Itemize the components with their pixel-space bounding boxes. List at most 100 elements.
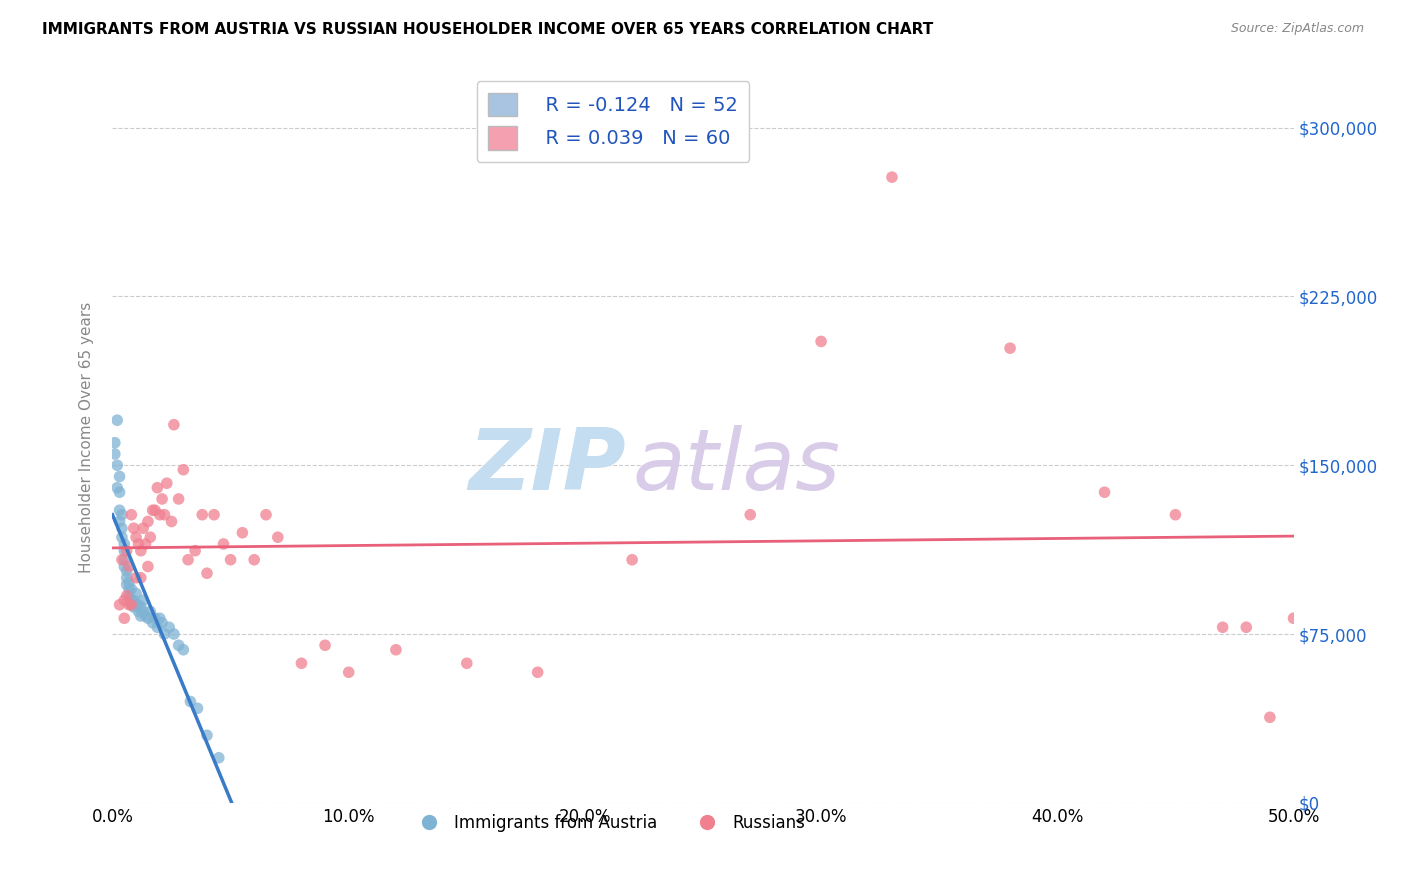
Point: [456, 657, 478, 671]
Point: [1234, 620, 1257, 634]
Point: [136, 611, 159, 625]
Point: [212, 537, 235, 551]
Point: [337, 665, 360, 680]
Legend: Immigrants from Austria, Russians: Immigrants from Austria, Russians: [405, 807, 811, 838]
Y-axis label: Householder Income Over 65 years: Householder Income Over 65 years: [79, 301, 94, 573]
Point: [142, 503, 165, 517]
Point: [142, 615, 165, 630]
Point: [143, 611, 166, 625]
Point: [115, 571, 138, 585]
Point: [120, 593, 142, 607]
Point: [120, 582, 142, 596]
Point: [202, 508, 225, 522]
Point: [179, 694, 201, 708]
Point: [195, 728, 218, 742]
Point: [135, 609, 157, 624]
Point: [115, 589, 138, 603]
Point: [132, 593, 155, 607]
Point: [526, 665, 548, 680]
Point: [125, 586, 148, 600]
Point: [122, 521, 145, 535]
Point: [167, 638, 190, 652]
Point: [177, 553, 200, 567]
Point: [231, 525, 253, 540]
Point: [120, 598, 142, 612]
Point: [125, 598, 148, 612]
Point: [149, 611, 172, 625]
Point: [156, 476, 179, 491]
Point: [115, 564, 138, 578]
Point: [108, 469, 131, 483]
Point: [132, 521, 155, 535]
Point: [118, 582, 141, 596]
Point: [163, 417, 186, 432]
Point: [112, 593, 135, 607]
Point: [157, 620, 180, 634]
Point: [122, 599, 145, 614]
Point: [139, 605, 162, 619]
Point: [150, 615, 173, 630]
Text: IMMIGRANTS FROM AUSTRIA VS RUSSIAN HOUSEHOLDER INCOME OVER 65 YEARS CORRELATION : IMMIGRANTS FROM AUSTRIA VS RUSSIAN HOUSE…: [42, 22, 934, 37]
Point: [105, 413, 128, 427]
Point: [105, 481, 128, 495]
Point: [132, 605, 155, 619]
Point: [112, 559, 135, 574]
Point: [118, 598, 141, 612]
Point: [108, 598, 131, 612]
Point: [135, 537, 157, 551]
Point: [111, 553, 134, 567]
Point: [125, 530, 148, 544]
Point: [267, 530, 290, 544]
Point: [112, 611, 135, 625]
Point: [139, 530, 162, 544]
Point: [195, 566, 218, 581]
Point: [149, 508, 172, 522]
Point: [1258, 710, 1281, 724]
Point: [172, 463, 194, 477]
Text: ZIP: ZIP: [468, 425, 626, 508]
Point: [112, 537, 135, 551]
Point: [998, 341, 1021, 355]
Point: [153, 627, 176, 641]
Point: [385, 642, 408, 657]
Point: [167, 491, 190, 506]
Point: [111, 508, 134, 522]
Point: [120, 508, 142, 522]
Point: [172, 642, 194, 657]
Point: [118, 589, 141, 603]
Point: [740, 508, 762, 522]
Point: [120, 598, 142, 612]
Point: [112, 543, 135, 558]
Point: [143, 503, 166, 517]
Point: [105, 458, 128, 473]
Point: [104, 435, 127, 450]
Point: [290, 657, 312, 671]
Point: [1282, 611, 1305, 625]
Point: [108, 503, 131, 517]
Point: [186, 701, 208, 715]
Point: [129, 609, 152, 624]
Text: Source: ZipAtlas.com: Source: ZipAtlas.com: [1230, 22, 1364, 36]
Point: [104, 447, 127, 461]
Point: [129, 571, 152, 585]
Point: [314, 638, 336, 652]
Point: [127, 537, 149, 551]
Point: [153, 508, 176, 522]
Point: [146, 481, 169, 495]
Point: [108, 515, 131, 529]
Point: [621, 553, 644, 567]
Point: [129, 599, 152, 614]
Point: [163, 627, 186, 641]
Point: [160, 515, 183, 529]
Point: [111, 521, 134, 535]
Point: [136, 515, 159, 529]
Point: [1212, 620, 1234, 634]
Point: [112, 553, 135, 567]
Point: [208, 751, 231, 765]
Point: [118, 559, 141, 574]
Point: [1094, 485, 1116, 500]
Point: [146, 620, 169, 634]
Text: atlas: atlas: [633, 425, 841, 508]
Point: [111, 530, 134, 544]
Point: [136, 559, 159, 574]
